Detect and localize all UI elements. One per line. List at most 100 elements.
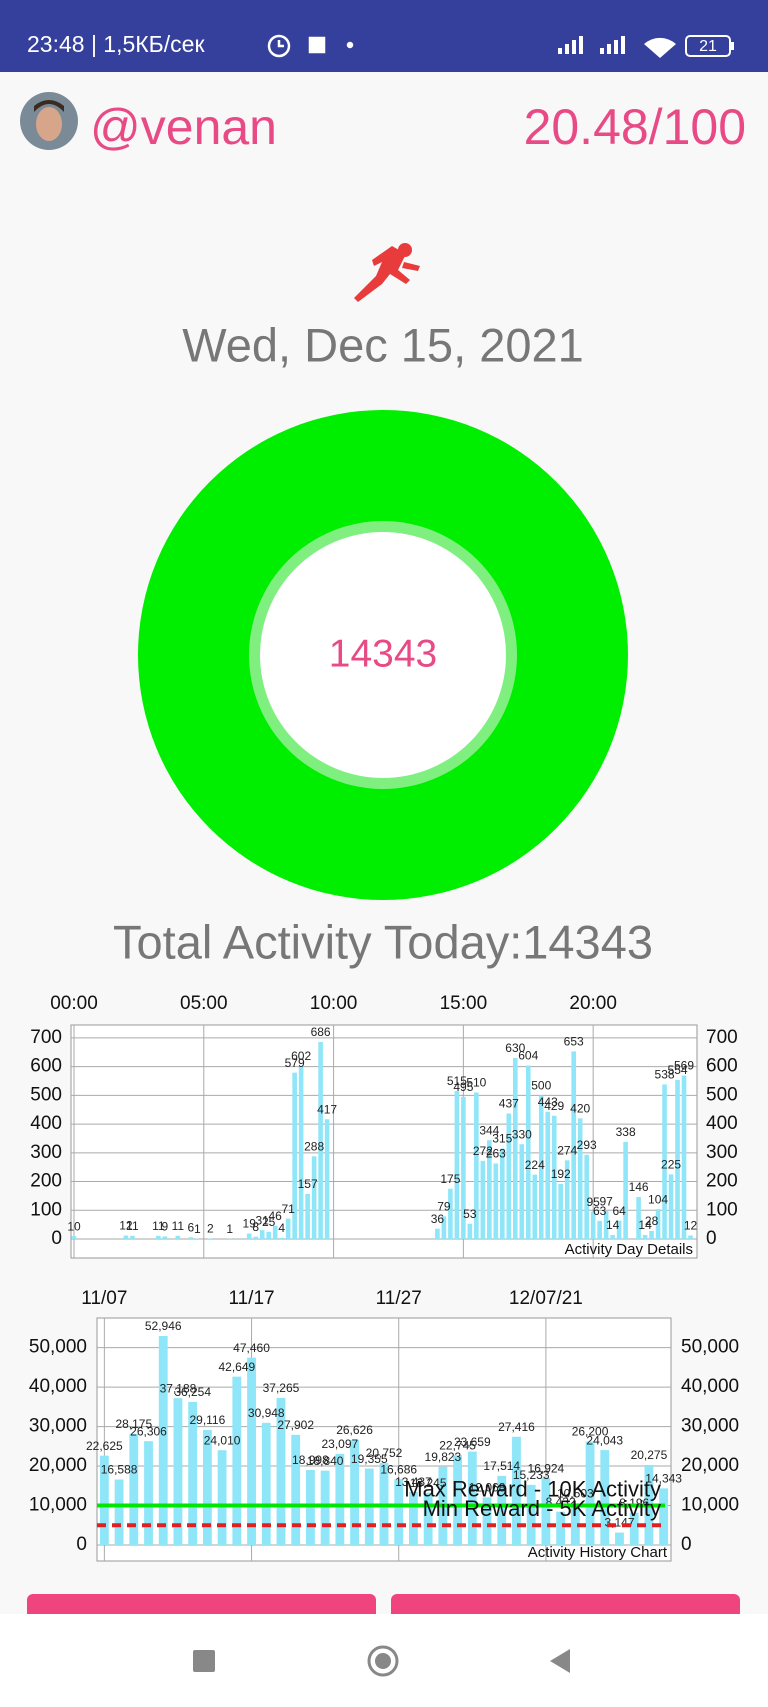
value-label: 16,924 <box>528 1461 565 1475</box>
avatar-hair <box>34 100 64 112</box>
total-activity: Total Activity Today:14343 <box>113 915 653 968</box>
value-label: 19,823 <box>425 1450 462 1464</box>
value-label: 24,010 <box>204 1433 241 1447</box>
bar <box>541 1478 551 1545</box>
bar <box>71 1236 77 1239</box>
bar <box>232 1376 242 1545</box>
nav-recents[interactable] <box>193 1650 215 1672</box>
charts: 0100200300400500600700010020030040050060… <box>29 993 739 1562</box>
bar <box>597 1220 602 1239</box>
bar <box>188 1237 194 1239</box>
bar <box>571 1051 576 1239</box>
bar <box>188 1401 198 1545</box>
bar <box>158 1335 168 1545</box>
bar <box>467 1451 477 1545</box>
value-label: 20,275 <box>631 1448 668 1462</box>
value-label: 602 <box>291 1049 311 1063</box>
value-label: 27,416 <box>498 1420 535 1434</box>
bar <box>448 1188 453 1239</box>
value-label: 16,686 <box>380 1462 417 1476</box>
value-label: 17,514 <box>483 1459 520 1473</box>
battery <box>685 35 731 57</box>
y-tick-label: 200 <box>30 1171 62 1192</box>
bar <box>649 1230 654 1239</box>
bar <box>259 1230 265 1239</box>
bar <box>512 1436 521 1545</box>
x-tick-label: 12/07/21 <box>509 1288 583 1309</box>
value-label: 579 <box>285 1056 305 1070</box>
value-label: 22,625 <box>86 1439 123 1453</box>
value-label: 36 <box>431 1212 445 1226</box>
value-label: 30,948 <box>248 1406 285 1420</box>
value-label: 14,343 <box>645 1472 682 1486</box>
y2-tick-label: 30,000 <box>681 1416 739 1437</box>
value-label: 604 <box>518 1049 538 1063</box>
y-tick-label: 300 <box>30 1142 62 1163</box>
y-tick-label: 0 <box>51 1228 62 1249</box>
bar <box>173 1398 183 1545</box>
bar <box>292 1072 297 1239</box>
bar <box>453 1455 463 1545</box>
bar <box>474 1092 479 1239</box>
value-label: 437 <box>499 1097 519 1111</box>
value-label: 97 <box>599 1194 613 1208</box>
status-icons <box>267 34 354 58</box>
bar <box>311 1156 317 1239</box>
date: Wed, Dec 15, 2021 <box>182 318 584 371</box>
y2-tick-label: 600 <box>706 1056 738 1077</box>
value-label: 6 <box>187 1220 194 1234</box>
value-label: 37,188 <box>160 1381 197 1395</box>
value-label: 27,902 <box>277 1418 314 1432</box>
bar <box>335 1453 345 1545</box>
x-tick-label: 20:00 <box>569 993 617 1014</box>
bar <box>512 1058 518 1239</box>
bar <box>526 1484 536 1545</box>
y2-tick-label: 200 <box>706 1171 738 1192</box>
bar <box>642 1234 648 1239</box>
bar <box>610 1234 615 1239</box>
value-label: 64 <box>612 1204 626 1218</box>
bar <box>253 1236 259 1239</box>
y2-tick-label: 400 <box>706 1113 738 1134</box>
bar <box>162 1236 168 1239</box>
y2-tick-label: 50,000 <box>681 1337 739 1358</box>
y-tick-label: 50,000 <box>29 1337 87 1358</box>
bar <box>482 1497 492 1545</box>
battery-level: 21 <box>699 38 717 55</box>
y2-tick-label: 0 <box>681 1534 692 1555</box>
value-label: 18,840 <box>307 1454 344 1468</box>
reference-label: Min Reward - 5K Activity <box>423 1496 661 1521</box>
x-tick-label: 11/07 <box>81 1288 127 1309</box>
bar <box>324 1119 330 1239</box>
value-label: 14 <box>606 1218 620 1232</box>
value-label: 79 <box>437 1199 451 1213</box>
bar <box>659 1488 669 1545</box>
bar <box>688 1235 693 1239</box>
nav-back[interactable] <box>550 1649 570 1673</box>
value-label: 11 <box>152 1219 165 1233</box>
value-label: 24,043 <box>586 1433 623 1447</box>
x-tick-label: 10:00 <box>310 993 358 1014</box>
y-tick-label: 700 <box>30 1027 62 1048</box>
bar <box>272 1225 278 1239</box>
bar <box>175 1235 181 1239</box>
nav-home-dot <box>375 1653 391 1669</box>
value-label: 225 <box>661 1158 681 1172</box>
y-tick-label: 100 <box>30 1199 62 1220</box>
value-label: 26,200 <box>572 1425 609 1439</box>
y2-tick-label: 100 <box>706 1199 738 1220</box>
value-label: 1 <box>194 1222 201 1236</box>
x-tick-label: 05:00 <box>180 993 228 1014</box>
x-tick-label: 11/27 <box>376 1288 422 1309</box>
bar <box>202 1430 212 1545</box>
nav-home[interactable] <box>367 1645 399 1677</box>
value-label: 274 <box>557 1143 577 1157</box>
y2-tick-label: 700 <box>706 1027 738 1048</box>
value-label: 192 <box>551 1167 571 1181</box>
value-label: 47,460 <box>233 1341 270 1355</box>
value-label: 10 <box>67 1219 81 1233</box>
value-label: 538 <box>655 1068 675 1082</box>
y2-tick-label: 10,000 <box>681 1495 739 1516</box>
bar <box>435 1228 440 1239</box>
bar <box>570 1503 580 1545</box>
